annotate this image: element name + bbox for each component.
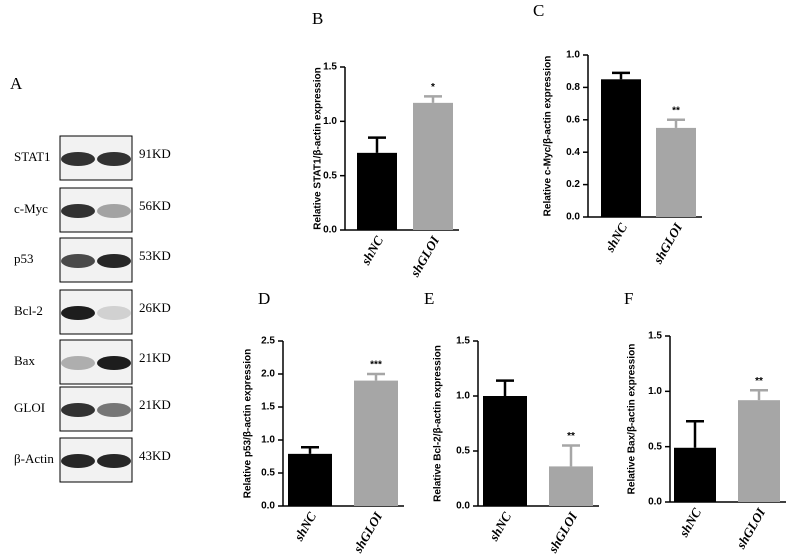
y-tick-label: 0.0: [456, 501, 470, 512]
protein-label: GLOI: [14, 400, 45, 415]
protein-label: p53: [14, 251, 34, 266]
y-tick-label: 1.5: [323, 62, 337, 73]
y-tick-label: 1.0: [456, 391, 470, 402]
blot-band: [97, 254, 131, 268]
y-tick-label: 1.0: [261, 435, 275, 446]
blot-band: [97, 306, 131, 320]
y-tick-label: 0.0: [566, 212, 580, 223]
bar: [738, 400, 780, 502]
protein-label: Bcl-2: [14, 303, 43, 318]
blot-band: [61, 356, 95, 370]
y-tick-label: 0.5: [456, 446, 470, 457]
significance: **: [672, 105, 680, 116]
size-label: 21KD: [139, 350, 171, 365]
protein-label: Bax: [14, 353, 35, 368]
panel-label: B: [312, 9, 323, 28]
protein-label: STAT1: [14, 149, 51, 164]
blot-band: [97, 204, 131, 218]
y-tick-label: 0.0: [323, 225, 337, 236]
y-axis-label: Relative c-Myc/β-actin expression: [543, 56, 554, 217]
y-tick-label: 1.5: [261, 402, 275, 413]
panel-label: D: [258, 289, 270, 308]
blot-band: [61, 204, 95, 218]
y-tick-label: 0.0: [648, 497, 662, 508]
significance: *: [431, 82, 435, 93]
significance: **: [755, 376, 763, 387]
size-label: 56KD: [139, 198, 171, 213]
bar: [357, 152, 397, 230]
y-tick-label: 0.6: [566, 114, 580, 125]
size-label: 91KD: [139, 146, 171, 161]
y-tick-label: 2.5: [261, 336, 275, 347]
y-tick-label: 0.0: [261, 501, 275, 512]
y-axis-label: Relative STAT1/β-actin expression: [313, 67, 324, 229]
y-axis-label: Relative Bax/β-actin expression: [627, 344, 638, 495]
bar: [354, 380, 398, 506]
significance: **: [567, 431, 575, 442]
y-tick-label: 1.5: [648, 331, 662, 342]
panel-label: E: [424, 289, 434, 308]
y-axis-label: Relative Bcl-2/β-actin expression: [433, 345, 444, 502]
blot-band: [97, 152, 131, 166]
bar: [656, 127, 696, 217]
significance: ***: [370, 360, 382, 371]
y-tick-label: 1.0: [566, 50, 580, 61]
protein-label: β-Actin: [14, 451, 54, 466]
y-tick-label: 2.0: [261, 369, 275, 380]
bar: [601, 79, 641, 217]
y-tick-label: 1.5: [456, 336, 470, 347]
y-tick-label: 0.4: [566, 147, 580, 158]
blot-band: [61, 454, 95, 468]
blot-band: [61, 403, 95, 417]
size-label: 43KD: [139, 448, 171, 463]
size-label: 53KD: [139, 248, 171, 263]
bar: [674, 447, 716, 502]
protein-label: c-Myc: [14, 201, 48, 216]
y-tick-label: 1.0: [323, 116, 337, 127]
blot-band: [61, 306, 95, 320]
panel-label: A: [10, 74, 23, 93]
blot-band: [61, 152, 95, 166]
y-axis-label: Relative p53/β-actin expression: [243, 349, 254, 499]
bar: [413, 102, 453, 230]
bar: [483, 396, 527, 506]
size-label: 21KD: [139, 397, 171, 412]
y-tick-label: 0.5: [323, 170, 337, 181]
y-tick-label: 0.2: [566, 179, 580, 190]
size-label: 26KD: [139, 300, 171, 315]
blot-band: [97, 454, 131, 468]
blot-band: [61, 254, 95, 268]
panel-label: F: [624, 289, 633, 308]
y-tick-label: 1.0: [648, 386, 662, 397]
blot-band: [97, 403, 131, 417]
bar: [549, 466, 593, 506]
panel-label: C: [533, 1, 544, 20]
y-tick-label: 0.5: [648, 441, 662, 452]
bar: [288, 453, 332, 506]
blot-band: [97, 356, 131, 370]
y-tick-label: 0.5: [261, 468, 275, 479]
y-tick-label: 0.8: [566, 82, 580, 93]
